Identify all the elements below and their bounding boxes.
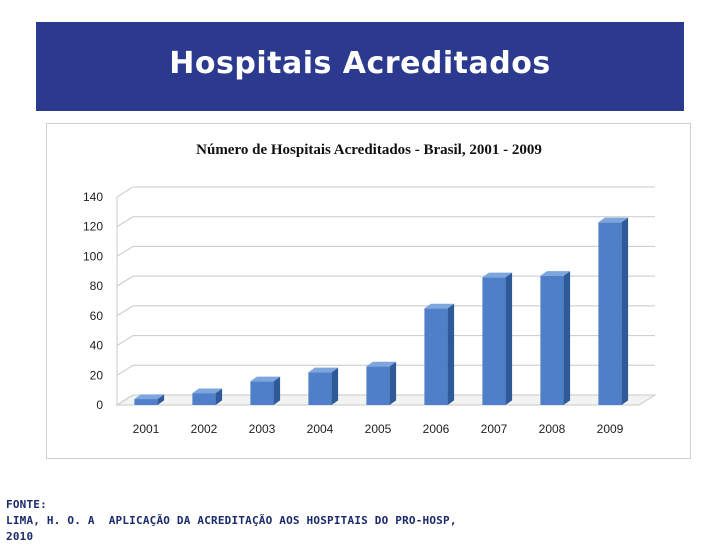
bar: [424, 303, 455, 405]
bar-front: [134, 399, 158, 405]
grid-depth-line: [116, 275, 134, 287]
grid-depth-line: [116, 364, 134, 376]
y-tick-label: 140: [83, 190, 103, 204]
source-note: FONTE: LIMA, H. O. A APLICAÇÃO DA ACREDIT…: [6, 497, 716, 545]
y-tick-label: 0: [96, 398, 103, 412]
bar-front: [366, 366, 390, 405]
x-tick-label: 2004: [307, 422, 334, 436]
x-tick-label: 2007: [481, 422, 508, 436]
bar-top: [250, 376, 281, 382]
source-citation: LIMA, H. O. A APLICAÇÃO DA ACREDITAÇÃO AO…: [6, 513, 716, 529]
bar-top: [540, 271, 571, 276]
bar-top: [134, 394, 165, 400]
x-tick-label: 2005: [365, 422, 392, 436]
bar-side: [331, 367, 339, 405]
bar-top: [598, 217, 629, 223]
y-tick-label: 120: [83, 220, 103, 234]
bar-side: [505, 272, 513, 405]
bar-top: [308, 367, 339, 373]
bar-side: [621, 217, 629, 405]
y-tick-label: 80: [90, 279, 104, 293]
bar-top: [192, 388, 223, 394]
y-tick-label: 20: [90, 368, 104, 382]
grid-depth-line: [116, 335, 134, 346]
bar-front: [308, 372, 332, 405]
bar-side: [273, 376, 281, 405]
x-tick-label: 2001: [133, 422, 160, 436]
x-tick-label: 2003: [249, 422, 276, 436]
bar: [308, 367, 339, 405]
bar-front: [424, 308, 448, 405]
bar: [540, 271, 571, 405]
bar-front: [598, 222, 622, 405]
bar-top: [366, 361, 397, 367]
bar-front: [482, 277, 506, 405]
bar: [192, 388, 223, 405]
bar-chart: Número de Hospitais Acreditados - Brasil…: [83, 142, 657, 436]
y-tick-label: 40: [90, 339, 104, 353]
x-tick-label: 2008: [539, 422, 566, 436]
grid-depth-line: [116, 216, 134, 228]
bar-top: [424, 303, 455, 309]
x-tick-label: 2002: [191, 422, 218, 436]
bar-side: [447, 303, 455, 405]
bar: [250, 376, 281, 405]
chart-frame: Número de Hospitais Acreditados - Brasil…: [46, 123, 691, 459]
title-banner: Hospitais Acreditados: [36, 22, 684, 111]
chart-title: Número de Hospitais Acreditados - Brasil…: [196, 142, 542, 158]
source-author: LIMA, H. O. A: [6, 514, 95, 527]
grid-depth-line: [116, 246, 134, 257]
bar-side: [389, 361, 397, 405]
bar-front: [192, 393, 216, 405]
bar-front: [540, 275, 564, 405]
y-tick-label: 100: [83, 249, 103, 263]
bar: [366, 361, 397, 405]
x-tick-label: 2009: [597, 422, 624, 436]
y-tick-label: 60: [90, 309, 104, 323]
x-axis-ticks: 2001 2002 2003 2004 2005 2006 2007 2008 2009: [133, 422, 624, 436]
source-work: APLICAÇÃO DA ACREDITAÇÃO AOS HOSPITAIS D…: [108, 514, 457, 527]
bar-side: [157, 394, 165, 405]
source-label: FONTE:: [6, 498, 47, 511]
y-axis-ticks: 0 20 40 60 80 100 120 140: [83, 190, 103, 412]
bar-side: [215, 388, 223, 405]
bar-top: [482, 272, 513, 278]
slide-title: Hospitais Acreditados: [169, 46, 551, 81]
bar: [482, 272, 513, 405]
bar-side: [563, 271, 571, 405]
source-year: 2010: [6, 530, 34, 543]
grid-depth-line: [116, 186, 134, 198]
bars: [134, 217, 629, 405]
grid-depth-line: [116, 305, 134, 317]
bar-front: [250, 381, 274, 405]
x-tick-label: 2006: [423, 422, 450, 436]
bar: [134, 394, 165, 405]
bar: [598, 217, 629, 405]
